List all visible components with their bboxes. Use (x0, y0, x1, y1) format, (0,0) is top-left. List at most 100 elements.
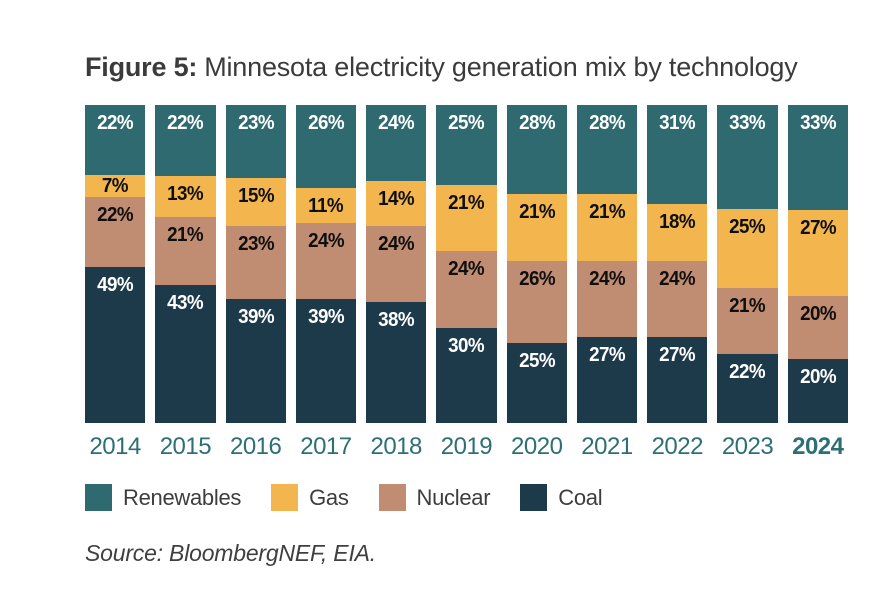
legend-item-renewables: Renewables (85, 484, 241, 511)
segment-value-label: 23% (237, 232, 275, 255)
bar-2022: 31% 18% 24% 27% (647, 105, 708, 423)
source-note: Source: BloombergNEF, EIA. (85, 540, 376, 566)
segment-nuclear-2015: 21% (155, 217, 216, 285)
legend-item-coal: Coal (520, 484, 603, 511)
segment-renewables-2023: 33% (717, 105, 778, 209)
segment-nuclear-2020: 26% (506, 260, 567, 344)
segment-value-label: 14% (378, 188, 415, 211)
segment-nuclear-2021: 24% (576, 260, 638, 338)
segment-renewables-2016: 23% (225, 105, 286, 179)
segment-value-label: 26% (307, 112, 345, 134)
segment-coal-2019: 30% (436, 327, 497, 423)
segment-value-label: 22% (167, 112, 204, 134)
year-label-2022: 2022 (651, 433, 704, 460)
segment-value-label: 27% (799, 216, 837, 239)
year-label-2014: 2014 (89, 433, 141, 460)
figure-title-text: Minnesota electricity generation mix by … (204, 52, 798, 82)
segment-value-label: 30% (448, 334, 485, 357)
bar-2018: 24% 14% 24% 38% (366, 105, 427, 423)
segment-value-label: 24% (448, 258, 485, 281)
segment-coal-2017: 39% (295, 298, 357, 423)
segment-value-label: 15% (237, 185, 275, 208)
segment-value-label: 11% (308, 194, 344, 217)
year-label-2015: 2015 (159, 433, 212, 460)
segment-nuclear-2017: 24% (295, 222, 357, 299)
segment-value-label: 22% (97, 112, 134, 134)
segment-value-label: 22% (97, 204, 134, 227)
segment-value-label: 38% (378, 309, 415, 332)
segment-value-label: 39% (307, 305, 345, 328)
figure-number-label: Figure 5: (85, 52, 198, 82)
bar-2019: 25% 21% 24% 30% (436, 105, 497, 423)
year-label-2016: 2016 (229, 433, 282, 460)
segment-value-label: 25% (518, 350, 556, 373)
segment-value-label: 28% (518, 112, 556, 134)
segment-value-label: 33% (799, 112, 837, 134)
segment-value-label: 24% (378, 232, 415, 255)
segment-value-label: 21% (518, 201, 556, 224)
segment-renewables-2015: 22% (155, 105, 216, 176)
x-axis-year-labels: 2014 2015 2016 2017 2018 2019 2020 2021 2022 2023… (85, 433, 848, 461)
segment-renewables-2022: 31% (647, 105, 708, 204)
segment-value-label: 43% (167, 291, 204, 314)
segment-value-label: 33% (729, 112, 767, 134)
legend-swatch-coal (520, 484, 548, 511)
legend-label-nuclear: Nuclear (416, 484, 491, 510)
segment-value-label: 24% (378, 112, 415, 134)
year-label-2021: 2021 (581, 433, 633, 460)
legend-swatch-nuclear (378, 484, 406, 511)
segment-value-label: 27% (659, 344, 696, 367)
segment-nuclear-2014: 22% (85, 197, 146, 268)
segment-coal-2020: 25% (506, 343, 567, 423)
segment-coal-2023: 22% (717, 353, 778, 423)
segment-renewables-2017: 26% (295, 105, 357, 188)
segment-value-label: 13% (167, 182, 204, 205)
year-label-2018: 2018 (370, 433, 423, 460)
segment-coal-2021: 27% (576, 337, 638, 423)
legend-item-nuclear: Nuclear (378, 484, 491, 511)
segment-nuclear-2023: 21% (717, 287, 778, 354)
segment-value-label: 24% (307, 229, 345, 252)
year-label-2024: 2024 (792, 433, 844, 460)
segment-renewables-2024: 33% (787, 105, 848, 210)
segment-value-label: 21% (167, 224, 204, 247)
segment-renewables-2019: 25% (436, 105, 497, 185)
segment-renewables-2018: 24% (366, 105, 427, 182)
segment-gas-2023: 25% (717, 208, 778, 288)
year-label-2020: 2020 (511, 433, 563, 460)
segment-renewables-2014: 22% (85, 105, 146, 175)
year-label-2023: 2023 (721, 433, 774, 460)
segment-value-label: 7% (102, 175, 129, 198)
segment-coal-2024: 20% (787, 359, 848, 423)
year-label-2017: 2017 (300, 433, 352, 460)
segment-value-label: 28% (589, 112, 626, 134)
legend-label-coal: Coal (558, 484, 603, 510)
segment-coal-2016: 39% (225, 298, 286, 423)
segment-coal-2022: 27% (647, 337, 708, 423)
segment-gas-2017: 11% (295, 187, 357, 223)
segment-value-label: 20% (799, 302, 837, 325)
stacked-bar-chart: 22% 7% 22% 49% 22% 13% 21% 43% 23% 15% 23% 39% 26% 11… (85, 105, 848, 423)
bar-2016: 23% 15% 23% 39% (225, 105, 286, 423)
segment-gas-2015: 13% (155, 175, 216, 218)
segment-gas-2024: 27% (787, 209, 848, 296)
segment-value-label: 39% (237, 305, 275, 328)
legend: Renewables Gas Nuclear Coal (85, 484, 603, 511)
segment-gas-2022: 18% (647, 203, 708, 261)
legend-label-renewables: Renewables (123, 484, 242, 510)
segment-value-label: 21% (448, 191, 485, 214)
segment-coal-2014: 49% (85, 267, 146, 423)
segment-renewables-2020: 28% (506, 105, 567, 195)
segment-value-label: 24% (589, 267, 626, 290)
segment-value-label: 20% (799, 366, 837, 389)
bar-2017: 26% 11% 24% 39% (295, 105, 357, 423)
bar-2015: 22% 13% 21% 43% (155, 105, 216, 423)
segment-value-label: 24% (659, 267, 696, 290)
segment-nuclear-2024: 20% (787, 295, 848, 360)
year-label-2019: 2019 (440, 433, 493, 460)
segment-coal-2015: 43% (155, 284, 216, 423)
segment-gas-2016: 15% (225, 178, 286, 226)
segment-value-label: 18% (659, 210, 696, 233)
bar-2023: 33% 25% 21% 22% (717, 105, 778, 423)
legend-swatch-renewables (85, 484, 112, 511)
